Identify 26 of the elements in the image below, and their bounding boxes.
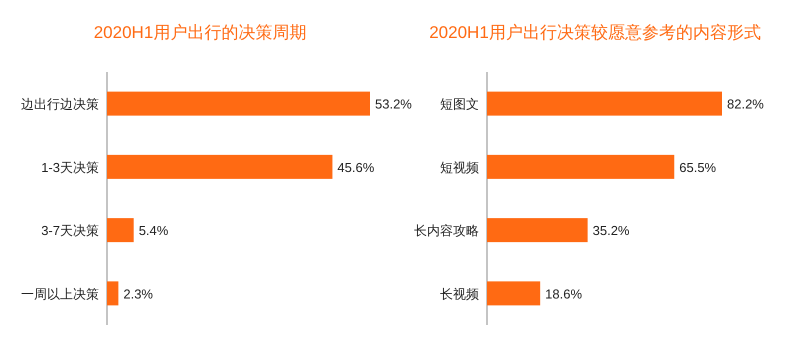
y-tick-label: 短视频 (440, 160, 479, 175)
chart-title: 2020H1用户出行的决策周期 (94, 23, 306, 42)
bar (487, 154, 674, 179)
data-label: 82.2% (727, 96, 764, 112)
y-tick-label: 短图文 (440, 96, 479, 112)
data-label: 65.5% (679, 160, 717, 175)
data-label: 35.2% (592, 223, 630, 238)
y-tick-label: 长内容攻略 (414, 223, 479, 238)
data-label: 45.6% (337, 160, 375, 175)
data-label: 53.2% (375, 96, 412, 112)
chart-title: 2020H1用户出行决策较愿意参考的内容形式 (429, 23, 761, 42)
bar (487, 92, 722, 116)
bar (107, 92, 370, 116)
bar (487, 281, 540, 306)
bar (107, 218, 134, 242)
data-label: 18.6% (545, 286, 582, 302)
bar (107, 154, 332, 179)
y-tick-label: 长视频 (440, 286, 479, 302)
data-label: 5.4% (138, 223, 169, 238)
y-tick-label: 3-7天决策 (41, 223, 99, 238)
y-tick-label: 边出行边决策 (21, 96, 99, 112)
y-tick-label: 一周以上决策 (21, 286, 99, 302)
bar (487, 218, 588, 242)
bar (107, 281, 118, 306)
data-label: 2.3% (123, 286, 154, 302)
y-tick-label: 1-3天决策 (41, 160, 99, 175)
